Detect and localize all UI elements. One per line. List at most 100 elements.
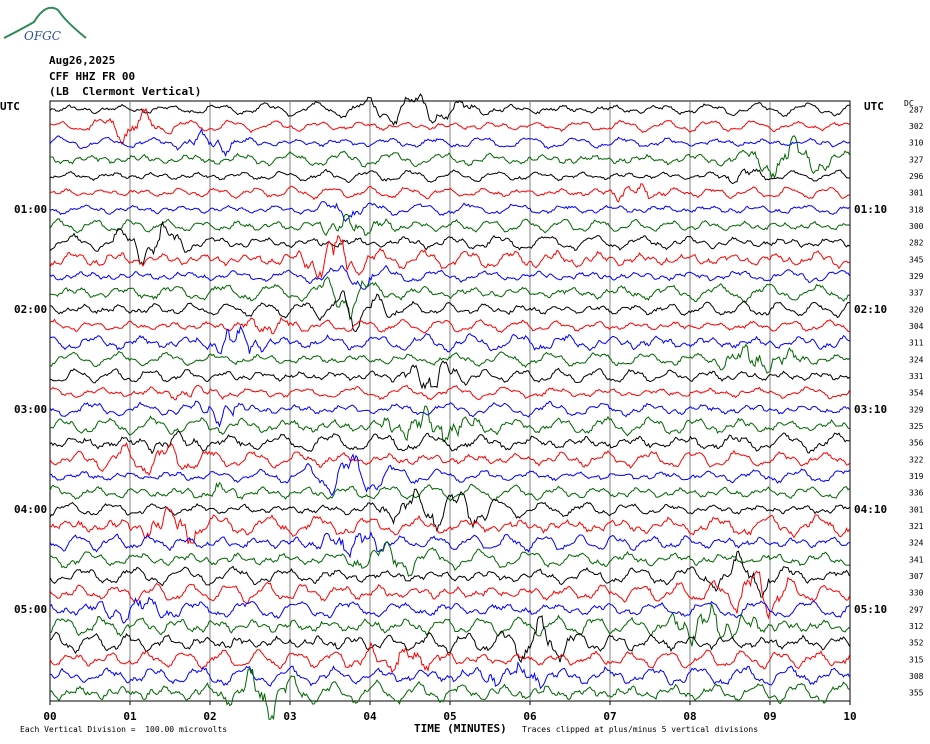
x-tick-label: 00 (43, 710, 56, 723)
dc-offset-label: 341 (909, 555, 924, 564)
dc-offset-label: 325 (909, 422, 924, 431)
dc-offset-label: 337 (909, 289, 924, 298)
utc-label-right: UTC (864, 100, 884, 113)
dc-offset-label: 319 (909, 472, 924, 481)
trace-line (49, 384, 850, 401)
dc-offset-label: 300 (909, 222, 924, 231)
dc-offset-label: 354 (909, 389, 924, 398)
trace-line (49, 128, 850, 157)
logo-mountain-icon (3, 6, 87, 39)
trace-line (49, 325, 850, 355)
dc-offset-label: 330 (909, 589, 924, 598)
x-tick-label: 06 (523, 710, 537, 723)
trace-line (49, 168, 850, 185)
trace-line (49, 93, 850, 127)
trace-line (49, 481, 850, 502)
trace-line (49, 183, 850, 203)
dc-offset-label: 307 (909, 572, 924, 581)
trace-line (49, 201, 850, 223)
trace-line (49, 667, 850, 720)
x-tick-label: 04 (363, 710, 377, 723)
trace-line (49, 541, 850, 578)
dc-offset-label: 336 (909, 489, 924, 498)
x-tick-label: 07 (603, 710, 616, 723)
dc-offset-label: 304 (909, 322, 924, 331)
trace-line (49, 453, 850, 497)
trace-line (49, 550, 850, 598)
trace-line (49, 220, 850, 267)
dc-offset-label: 329 (909, 272, 924, 281)
dc-offset-label: 301 (909, 189, 924, 198)
x-axis-title: TIME (MINUTES) (414, 722, 507, 735)
x-tick-label: 09 (763, 710, 776, 723)
trace-line (49, 400, 850, 428)
dc-label: DC (904, 99, 914, 108)
trace-line (49, 488, 850, 532)
time-label-left: 05:00 (14, 603, 48, 616)
dc-offset-label: 324 (909, 539, 924, 548)
time-label-left: 03:00 (14, 403, 48, 416)
trace-line (49, 316, 850, 335)
x-tick-label: 02 (203, 710, 216, 723)
header-station: CFF HHZ FR 00 (49, 70, 136, 83)
trace-line (49, 290, 850, 332)
dc-offset-label: 312 (909, 622, 924, 631)
trace-line (49, 264, 850, 290)
header-location: (LB Clermont Vertical) (49, 85, 202, 98)
time-label-left: 01:00 (14, 203, 48, 216)
trace-line (50, 107, 850, 146)
trace-line (49, 135, 850, 180)
dc-offset-label: 282 (909, 239, 924, 248)
trace-line (49, 570, 850, 620)
trace-line (49, 506, 850, 544)
dc-offset-label: 308 (909, 672, 924, 681)
trace-line (49, 430, 850, 455)
dc-offset-label: 296 (909, 172, 924, 181)
trace-line (49, 531, 850, 559)
dc-offset-label: 321 (909, 522, 924, 531)
dc-offset-label: 287 (909, 105, 924, 114)
dc-offset-label: 352 (909, 639, 924, 648)
x-tick-label: 03 (283, 710, 296, 723)
dc-offset-label: 329 (909, 405, 924, 414)
time-label-right: 03:10 (854, 403, 888, 416)
trace-line (49, 441, 850, 477)
time-label-right: 04:10 (854, 503, 888, 516)
dc-offset-label: 301 (909, 505, 924, 514)
dc-offset-label: 297 (909, 605, 924, 614)
trace-line (49, 343, 850, 374)
dc-offset-label: 318 (909, 205, 924, 214)
footer-division-note: Each Vertical Division = 100.00 microvol… (20, 725, 228, 734)
trace-line (49, 234, 850, 280)
dc-offset-label: 315 (909, 655, 924, 664)
trace-line (49, 405, 850, 443)
dc-offset-label: 355 (909, 689, 924, 698)
footer-clip-note: Traces clipped at plus/minus 5 vertical … (522, 725, 759, 734)
dc-offset-label: 324 (909, 355, 924, 364)
dc-offset-label: 322 (909, 455, 924, 464)
dc-offset-label: 331 (909, 372, 924, 381)
logo-text: OFGC (24, 29, 61, 43)
x-tick-label: 10 (843, 710, 856, 723)
time-label-right: 02:10 (854, 303, 888, 316)
dc-offset-label: 327 (909, 155, 924, 164)
dc-offset-label: 320 (909, 305, 924, 314)
dc-offset-label: 311 (909, 339, 924, 348)
dc-offset-label: 345 (909, 255, 924, 264)
x-tick-label: 05 (443, 710, 456, 723)
x-tick-label: 01 (123, 710, 137, 723)
trace-line (49, 641, 850, 674)
time-label-right: 05:10 (854, 603, 888, 616)
trace-line (49, 661, 850, 690)
trace-line (49, 615, 850, 664)
trace-line (49, 214, 850, 237)
time-label-left: 02:00 (14, 303, 48, 316)
utc-label-left: UTC (0, 100, 20, 113)
time-label-right: 01:10 (854, 203, 888, 216)
trace-line (49, 596, 850, 624)
x-tick-label: 08 (683, 710, 696, 723)
trace-line (49, 360, 850, 390)
dc-offset-label: 302 (909, 122, 924, 131)
ofgc-logo: OFGC (3, 6, 87, 43)
